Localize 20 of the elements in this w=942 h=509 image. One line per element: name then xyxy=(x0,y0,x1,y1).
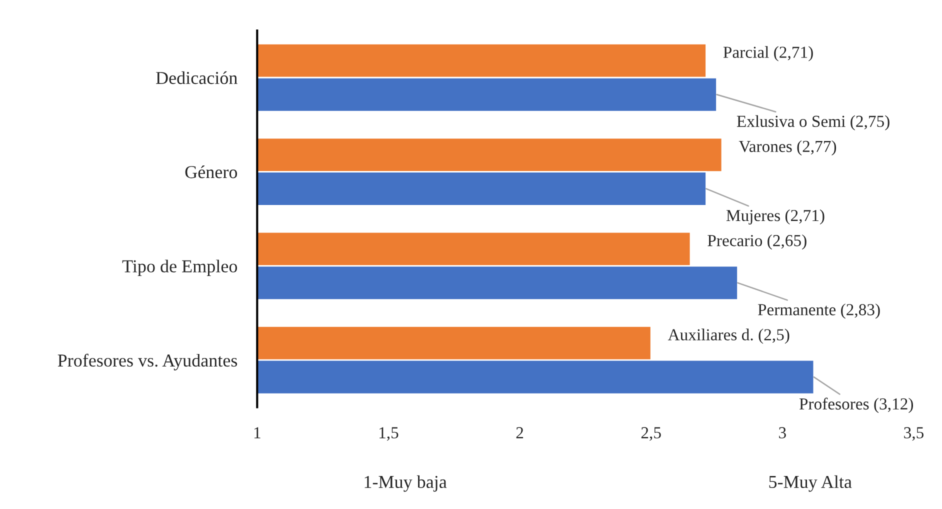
text: 5-Muy Alta xyxy=(769,475,852,492)
x-tick-label: 3 xyxy=(779,427,786,438)
y-tick-label: Dedicación xyxy=(156,71,238,84)
x-tick-label: 1,5 xyxy=(380,427,398,441)
data-label: Varones (2,77) xyxy=(738,140,836,156)
data-label: Precario (2,65) xyxy=(708,234,806,250)
x-tick-label: 1 xyxy=(254,427,260,438)
data-label: Parcial (2,71) xyxy=(723,46,813,62)
y-tick-label: Género xyxy=(185,166,238,178)
x-tick-label: 2 xyxy=(516,427,524,438)
y-tick-label: Tipo de Empleo xyxy=(122,260,238,276)
data-label: Auxiliares d. (2,5) xyxy=(668,328,790,344)
text: 1-Muy baja xyxy=(364,475,447,492)
y-tick-label: Profesores vs. Ayudantes xyxy=(58,354,238,370)
data-label: Mujeres (2,71) xyxy=(726,209,824,225)
data-label: Profesores (3,12) xyxy=(799,398,914,413)
x-tick-label: 3,5 xyxy=(904,427,924,441)
x-tick-label: 2,5 xyxy=(641,427,661,441)
data-label: Permanente (2,83) xyxy=(758,304,880,319)
data-label: Exlusiva o Semi (2,75) xyxy=(736,115,890,130)
